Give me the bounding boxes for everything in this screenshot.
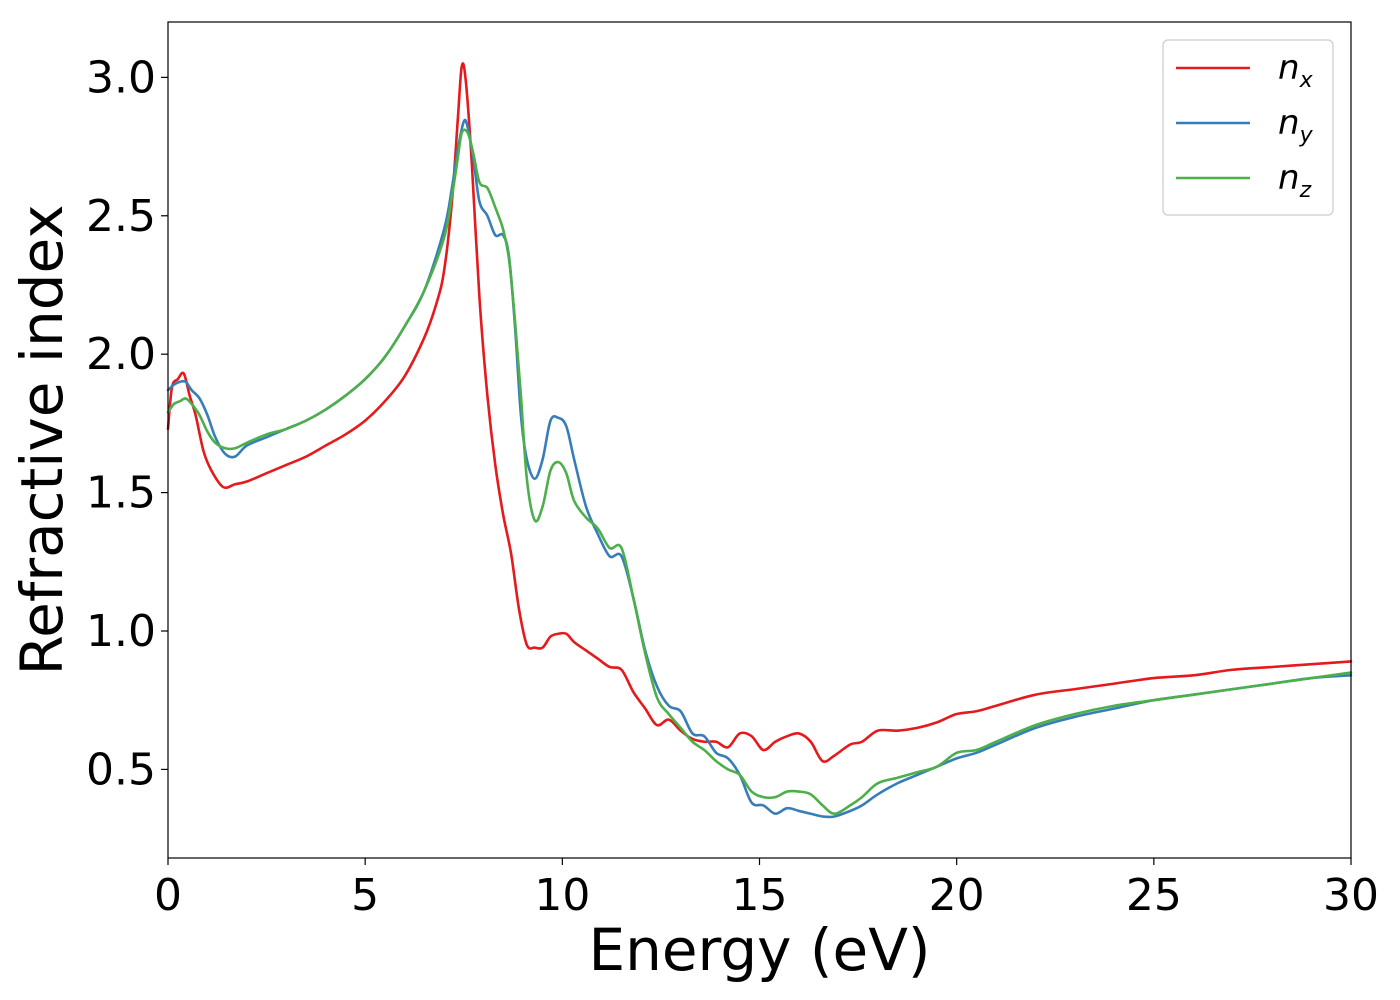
legend-label-n-y: ny — [1278, 103, 1314, 148]
x-axis-title: Energy (eV) — [588, 916, 930, 984]
y-tick-label: 2.0 — [86, 329, 156, 380]
legend-items: nx ny nz — [1176, 48, 1314, 203]
x-tick-label: 15 — [732, 870, 788, 921]
series-line-n-x — [166, 62, 1353, 763]
series-line-n-z — [166, 128, 1353, 816]
y-tick-label: 0.5 — [86, 744, 156, 795]
y-axis-title: Refractive index — [8, 204, 76, 675]
x-tick-label: 10 — [534, 870, 590, 921]
y-tick-label: 2.5 — [86, 191, 156, 242]
legend-box — [1162, 39, 1334, 216]
y-axis-ticks: 0.5 1.0 1.5 2.0 2.5 3.0 — [86, 52, 168, 795]
x-tick-label: 25 — [1126, 870, 1182, 921]
legend-label-n-x: nx — [1278, 48, 1314, 93]
x-tick-label: 30 — [1323, 870, 1379, 921]
legend: nx ny nz — [1162, 39, 1334, 216]
y-tick-label: 3.0 — [86, 52, 156, 103]
y-tick-label: 1.0 — [86, 606, 156, 657]
x-axis-ticks: 0 5 10 15 20 25 30 — [154, 858, 1379, 921]
series-layer — [166, 62, 1353, 819]
legend-label-n-z: nz — [1278, 158, 1312, 203]
y-tick-label: 1.5 — [86, 468, 156, 519]
x-tick-label: 0 — [154, 870, 182, 921]
x-tick-label: 5 — [351, 870, 379, 921]
x-tick-label: 20 — [929, 870, 985, 921]
